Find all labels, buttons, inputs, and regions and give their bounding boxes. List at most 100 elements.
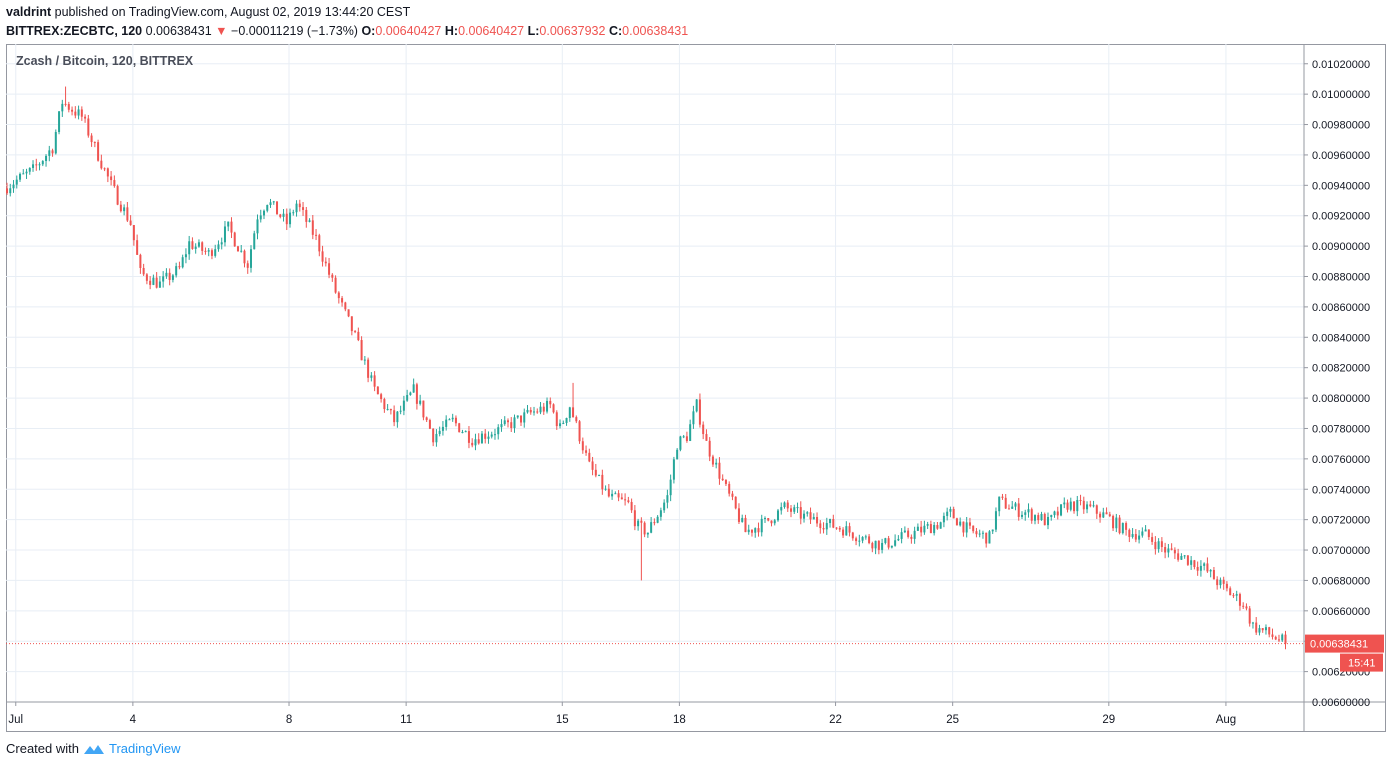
candle (760, 514, 763, 537)
candle (822, 522, 825, 534)
candle (422, 400, 425, 421)
candle (884, 537, 887, 545)
candle (562, 420, 565, 425)
y-tick-label: 0.00940000 (1312, 180, 1370, 192)
candle (331, 273, 334, 282)
chart-frame (6, 44, 1386, 732)
candle (806, 511, 809, 517)
candle (1053, 510, 1056, 518)
candle (757, 522, 760, 537)
candle (1030, 507, 1033, 524)
candle (119, 200, 122, 213)
candle (197, 239, 200, 248)
candle (402, 395, 405, 416)
candle (87, 114, 90, 138)
candle (529, 407, 532, 415)
candle (249, 245, 253, 273)
candle (295, 200, 298, 217)
candle (363, 356, 366, 365)
candle (165, 268, 168, 279)
candle (539, 401, 542, 415)
candle (536, 408, 539, 414)
candle (1154, 536, 1157, 555)
candle (858, 534, 861, 547)
candle (929, 520, 932, 534)
candle (285, 208, 288, 231)
candle (435, 429, 438, 447)
chart-header: valdrint published on TradingView.com, A… (6, 4, 688, 42)
x-tick-label: 22 (829, 714, 842, 726)
candle (1183, 554, 1186, 559)
candle (695, 399, 698, 413)
candle (861, 536, 864, 544)
candle (1115, 513, 1118, 533)
candle (289, 208, 292, 228)
candle (1056, 506, 1059, 520)
candle (471, 438, 474, 448)
x-tick-label: 29 (1102, 714, 1115, 726)
candle (585, 445, 588, 456)
candle (370, 372, 373, 382)
candle (705, 429, 708, 441)
candle (829, 518, 832, 528)
candle (939, 521, 942, 529)
candle (698, 393, 701, 428)
candle (998, 496, 1001, 517)
countdown-label: 15:41 (1348, 658, 1376, 670)
tradingview-logo-icon (83, 744, 104, 754)
candle (666, 489, 669, 509)
candle (490, 431, 493, 439)
candle (399, 405, 402, 415)
candle (724, 479, 727, 487)
price-chart[interactable]: 0.01020000 0.01000000 0.00980000 0.00960000… (6, 44, 1386, 732)
candle (15, 175, 18, 189)
publisher-name[interactable]: valdrint (6, 5, 52, 19)
candle (903, 526, 906, 534)
y-tick-label: 0.00740000 (1312, 484, 1370, 496)
candle (347, 309, 350, 318)
candle (6, 182, 9, 195)
candle (155, 272, 158, 289)
candle (9, 183, 12, 197)
candle (633, 505, 636, 531)
candle (679, 435, 682, 452)
candle (1073, 501, 1076, 514)
candle (842, 527, 845, 538)
candle (1274, 635, 1277, 641)
candle (689, 419, 692, 442)
candle (305, 206, 308, 228)
candle (588, 448, 591, 463)
candle (1160, 537, 1163, 553)
candle (464, 430, 467, 433)
candle (916, 523, 919, 531)
low-label: L: (527, 24, 540, 38)
candle (685, 431, 688, 443)
candle (171, 273, 174, 283)
tradingview-brand[interactable]: TradingView (108, 741, 181, 756)
candle (1047, 512, 1050, 530)
candle (272, 200, 275, 205)
candle (1222, 576, 1225, 590)
candle (243, 249, 246, 268)
candle (497, 424, 500, 440)
candle (955, 517, 958, 526)
candle (35, 158, 38, 171)
close-value: 0.00638431 (622, 24, 689, 38)
candle (559, 419, 562, 429)
candle (1157, 538, 1160, 553)
candle (1177, 548, 1180, 562)
candle (627, 496, 630, 504)
candle (1147, 529, 1150, 540)
candle (467, 426, 470, 449)
candle (1089, 500, 1092, 508)
y-tick-label: 0.00860000 (1312, 302, 1370, 314)
x-axis[interactable]: Jul 4 8 11 15 18 22 25 29 Aug (8, 702, 1236, 726)
candle (656, 515, 659, 524)
candle (184, 248, 187, 264)
candles (6, 86, 1287, 650)
candle (1092, 500, 1095, 508)
candle (575, 415, 578, 424)
candle (1229, 586, 1232, 596)
y-axis[interactable]: 0.01020000 0.01000000 0.00980000 0.00960000… (1304, 59, 1370, 709)
candle (321, 245, 324, 267)
